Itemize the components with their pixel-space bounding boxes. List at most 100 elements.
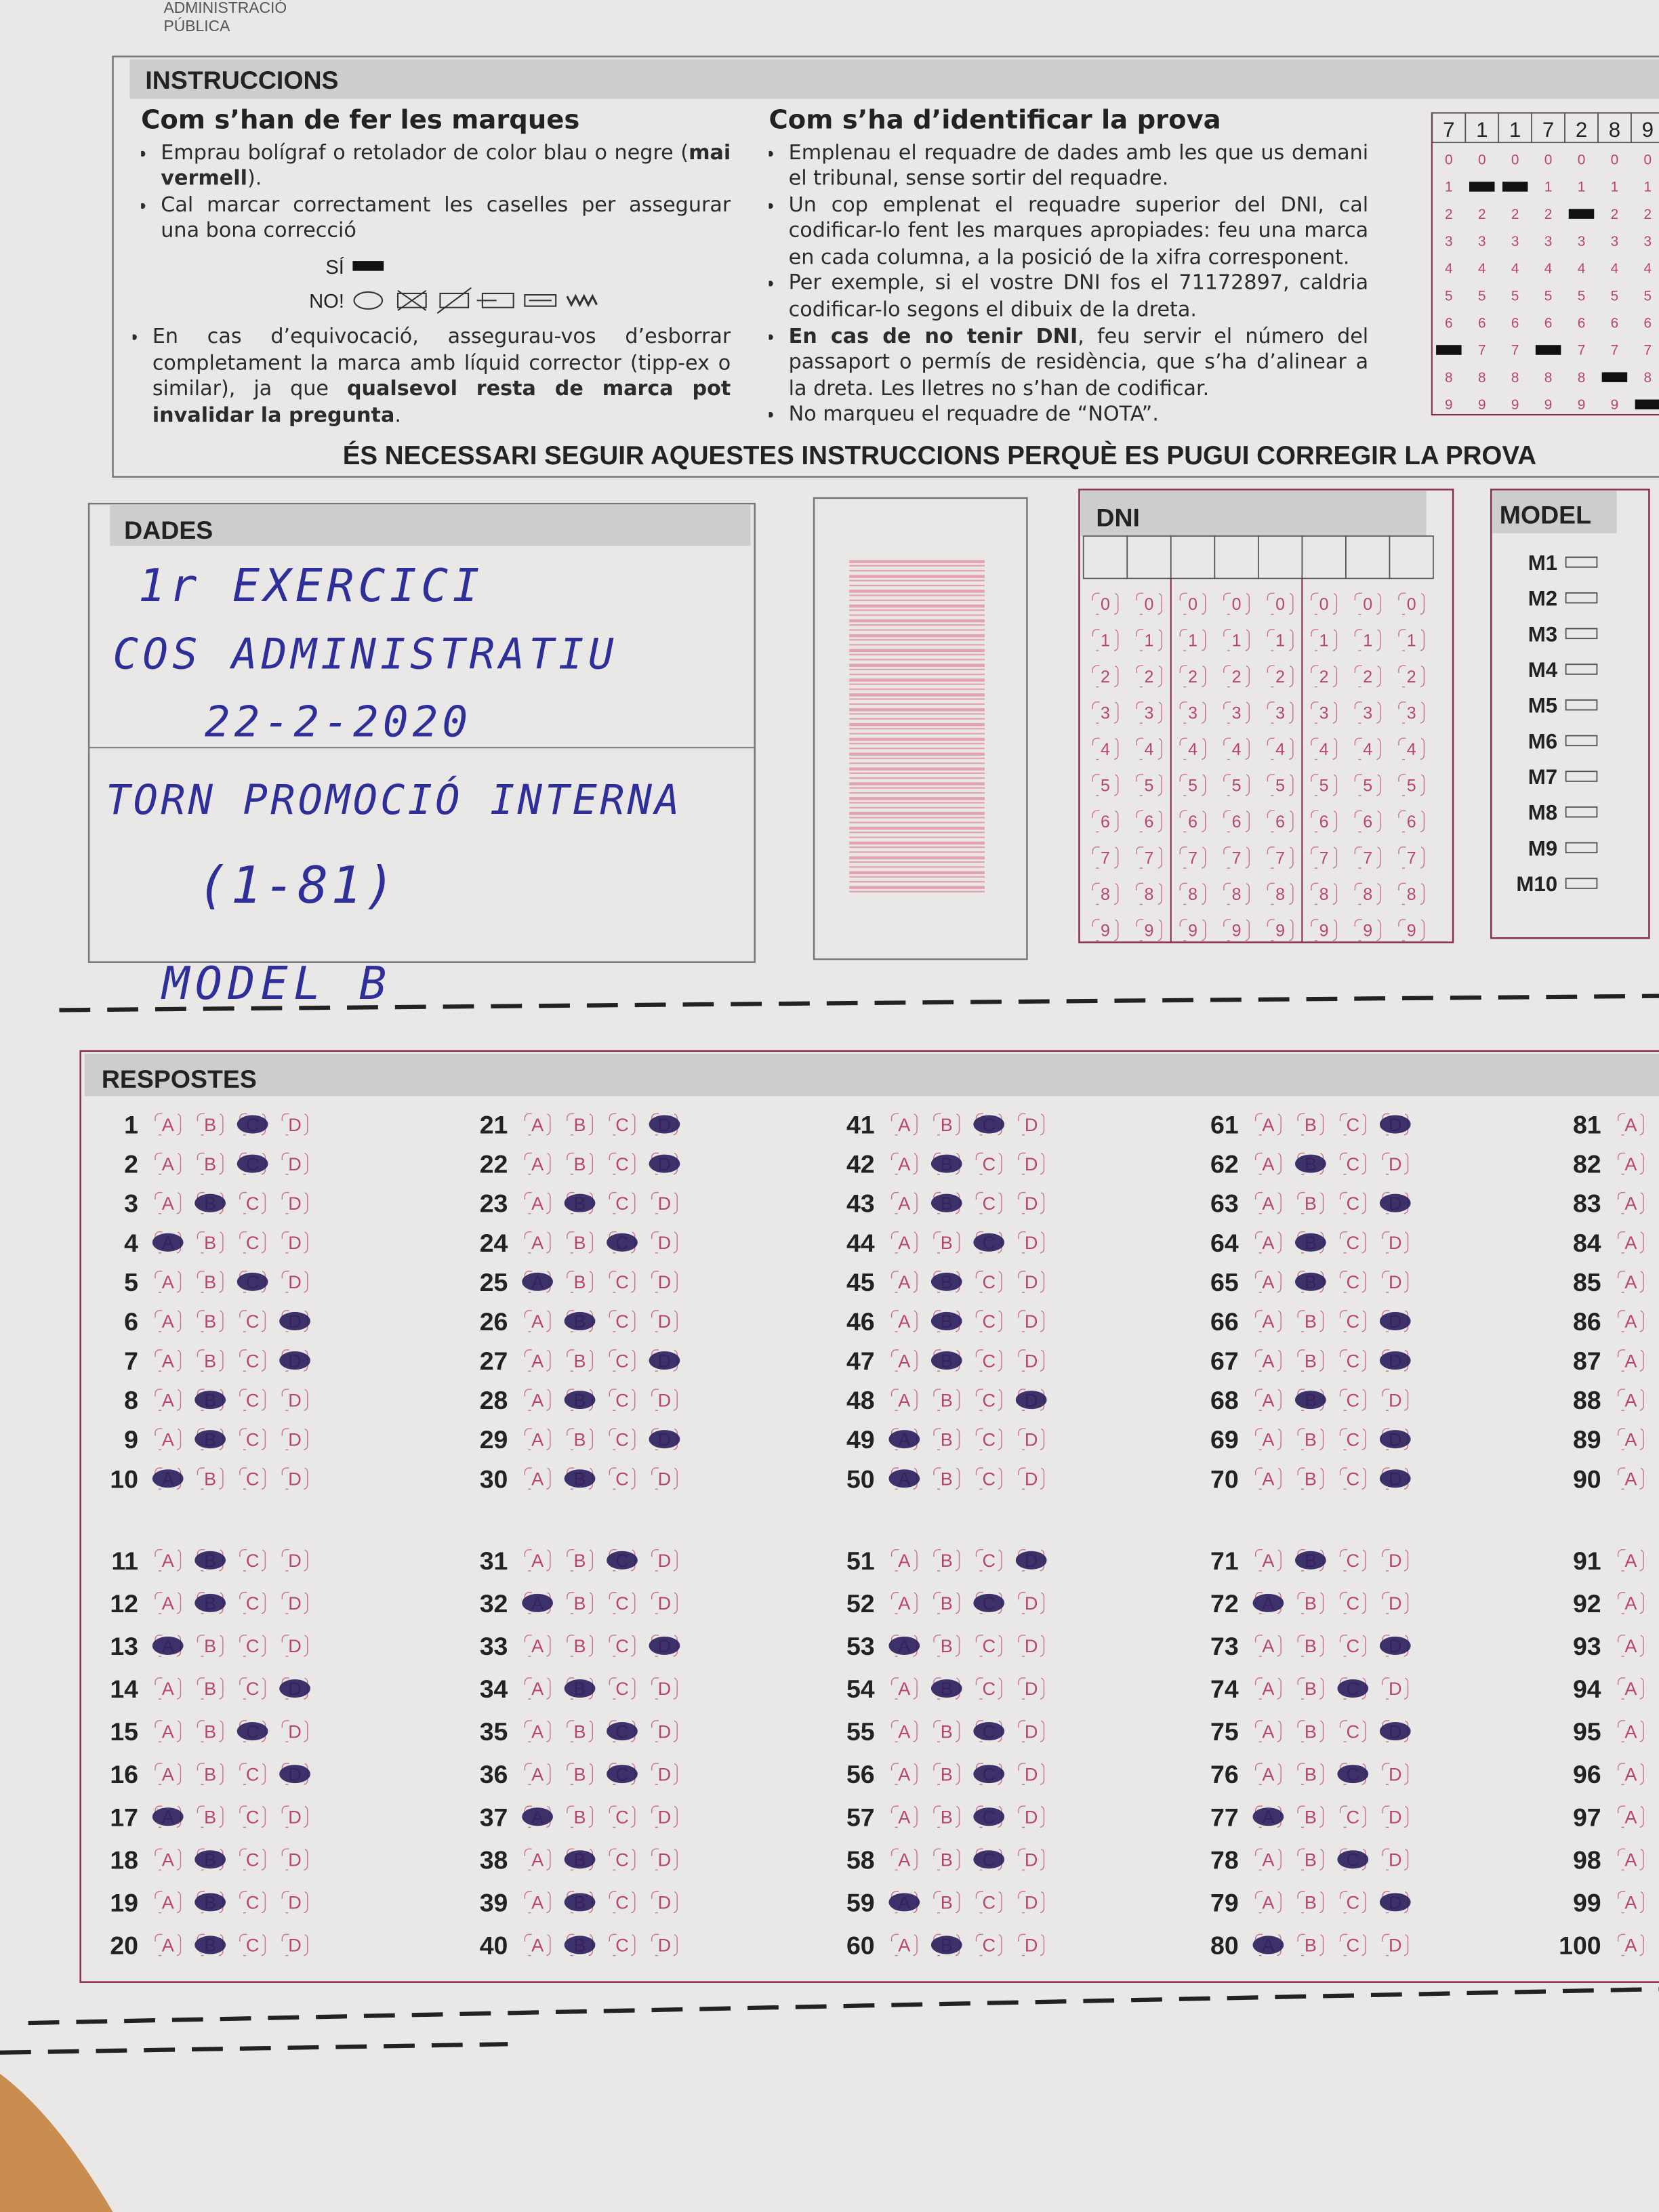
dni-digit: 8 bbox=[1232, 885, 1242, 904]
question-number: 27 bbox=[480, 1347, 508, 1375]
dni-digit: 5 bbox=[1407, 776, 1416, 795]
question-number: 47 bbox=[846, 1347, 875, 1375]
option-letter: C bbox=[615, 1429, 629, 1450]
bubble-outline bbox=[1382, 1933, 1409, 1957]
option-letter: A bbox=[898, 1351, 910, 1371]
model-bubble bbox=[1565, 771, 1598, 782]
model-option: M1 bbox=[1528, 551, 1557, 575]
option-letter: D bbox=[1389, 1272, 1402, 1292]
answer-mark bbox=[1379, 1722, 1411, 1741]
dni-digit: 3 bbox=[1363, 703, 1372, 722]
heading: Com s’ha d’identificar la prova bbox=[769, 106, 1221, 136]
bubble-outline bbox=[890, 1231, 918, 1254]
option-letter: C bbox=[1347, 1115, 1360, 1135]
question-number: 69 bbox=[1210, 1425, 1239, 1454]
option-letter: D bbox=[288, 1272, 302, 1292]
bubble-outline bbox=[1223, 737, 1250, 760]
option-letter: A bbox=[1624, 1429, 1637, 1450]
question-number: 31 bbox=[480, 1547, 508, 1575]
option-letter: A bbox=[531, 1636, 544, 1656]
answer-mark bbox=[564, 1679, 596, 1698]
answer-mark bbox=[649, 1430, 680, 1449]
option-letter: A bbox=[531, 1193, 544, 1214]
bubble-outline bbox=[1254, 1763, 1282, 1785]
option-letter: C bbox=[615, 1272, 629, 1292]
bubble-outline bbox=[933, 1467, 960, 1490]
bubble-outline bbox=[1398, 774, 1425, 796]
option-letter: D bbox=[1389, 1807, 1402, 1827]
barcode-stripe bbox=[849, 693, 985, 697]
question-number: 62 bbox=[1210, 1150, 1239, 1179]
barcode-stripe bbox=[849, 579, 985, 581]
question-number: 38 bbox=[480, 1845, 508, 1874]
bubble-outline bbox=[890, 1848, 918, 1871]
option-letter: A bbox=[898, 1233, 910, 1253]
answer-mark bbox=[888, 1430, 920, 1449]
option-letter: D bbox=[658, 1764, 672, 1784]
option-letter: B bbox=[941, 1721, 953, 1742]
bubble-outline bbox=[155, 1677, 182, 1700]
bubble-outline bbox=[239, 1805, 266, 1828]
barcode-stripe bbox=[849, 708, 985, 712]
option-letter: D bbox=[1025, 1272, 1038, 1292]
org-name: ADMINISTRACIÓ bbox=[163, 0, 287, 16]
option-letter: B bbox=[941, 1636, 953, 1656]
option-letter: B bbox=[941, 1593, 953, 1614]
bubble-outline bbox=[651, 1933, 678, 1957]
bubble-outline bbox=[197, 1763, 224, 1785]
bubble-outline bbox=[567, 1113, 594, 1136]
option-letter: C bbox=[1347, 1593, 1360, 1614]
question-number: 81 bbox=[1573, 1111, 1601, 1139]
example-bubble-digit: 1 bbox=[1644, 180, 1652, 195]
bubble-outline bbox=[155, 1152, 182, 1175]
answer-mark bbox=[930, 1679, 962, 1698]
bullet: Emprau bolígraf o retolador de color bla… bbox=[161, 140, 731, 192]
dades-box bbox=[87, 502, 756, 963]
bubble-outline bbox=[1267, 665, 1294, 688]
bubble-outline bbox=[239, 1763, 266, 1785]
bubble-outline bbox=[1092, 701, 1119, 724]
dni-digit: 7 bbox=[1363, 848, 1372, 867]
bubble-outline bbox=[1382, 1389, 1409, 1411]
option-letter: C bbox=[246, 1807, 260, 1827]
option-letter: C bbox=[246, 1893, 260, 1913]
option-letter: A bbox=[898, 1551, 910, 1571]
bubble-outline bbox=[1382, 1848, 1409, 1871]
bubble-outline bbox=[281, 1848, 308, 1871]
bubble-outline bbox=[524, 1933, 551, 1957]
bubble-outline bbox=[1223, 919, 1250, 941]
example-bubble-digit: 9 bbox=[1445, 397, 1453, 413]
question-number: 95 bbox=[1573, 1717, 1601, 1746]
bubble-outline bbox=[933, 1891, 960, 1914]
bubble-outline bbox=[1018, 1933, 1045, 1957]
barcode-stripe bbox=[849, 752, 985, 756]
bubble-outline bbox=[197, 1720, 224, 1742]
bubble-outline bbox=[197, 1349, 224, 1372]
question-number: 1 bbox=[124, 1111, 138, 1139]
dni-digit: 7 bbox=[1232, 848, 1242, 867]
barcode-stripe bbox=[849, 811, 985, 815]
option-letter: B bbox=[204, 1115, 216, 1135]
bubble-outline bbox=[975, 1467, 1002, 1490]
example-bubble-digit: 8 bbox=[1578, 370, 1586, 386]
dni-digit: 3 bbox=[1275, 703, 1285, 722]
option-letter: A bbox=[1624, 1115, 1637, 1135]
text-run: En cas de no tenir DNI bbox=[788, 325, 1078, 348]
bubble-outline bbox=[1092, 810, 1119, 833]
dni-digit: 9 bbox=[1188, 921, 1197, 940]
barcode-stripe bbox=[849, 565, 985, 567]
dni-digit: 7 bbox=[1188, 848, 1197, 867]
bubble-outline bbox=[1179, 919, 1206, 941]
option-letter: B bbox=[204, 1154, 216, 1174]
option-letter: C bbox=[246, 1850, 260, 1870]
answer-mark bbox=[194, 1551, 226, 1570]
bubble-outline bbox=[524, 1467, 551, 1490]
question-number: 14 bbox=[110, 1675, 138, 1703]
question-number: 77 bbox=[1210, 1803, 1239, 1831]
bubble-outline bbox=[567, 1720, 594, 1742]
option-letter: D bbox=[1025, 1893, 1038, 1913]
bubble-outline bbox=[1254, 1677, 1282, 1700]
bubble-outline bbox=[239, 1467, 266, 1490]
barcode-stripe bbox=[849, 876, 985, 878]
option-letter: A bbox=[1624, 1311, 1637, 1332]
